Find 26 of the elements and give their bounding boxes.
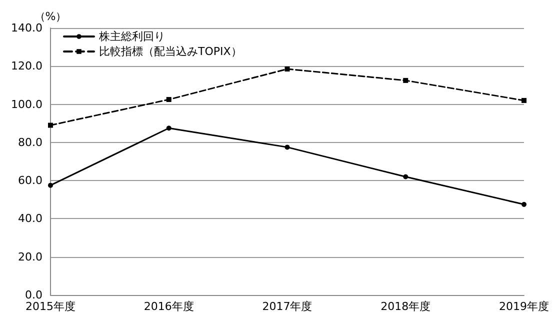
point [166,97,172,102]
point [48,122,53,128]
point [48,182,53,188]
y-tick-label: 60.0 [18,174,42,188]
legend-label: 株主総利回り [98,30,165,43]
x-tick-label: 2016年度 [144,300,194,313]
y-tick-label: 20.0 [18,250,42,264]
y-tick-label: 140.0 [10,22,42,34]
point [284,66,290,72]
point [403,78,408,83]
point [522,98,527,103]
legend-label: 比較指標（配当込みTOPIX） [99,45,242,58]
y-tick-label: 120.0 [10,60,42,73]
y-tick-label: 40.0 [18,212,42,226]
point [522,202,527,207]
x-tick-label: 2019年度 [499,300,550,313]
point [166,126,172,131]
x-tick-label: 2017年度 [262,300,312,313]
point [284,144,290,150]
y-tick-label: 0.0 [24,288,42,302]
y-tick-label: 100.0 [10,98,42,111]
y-axis-title: （%） [34,10,67,23]
x-tick-label: 2018年度 [380,300,431,313]
x-tick-label: 2015年度 [25,300,76,313]
y-tick-label: 80.0 [18,136,42,149]
point [403,174,408,180]
